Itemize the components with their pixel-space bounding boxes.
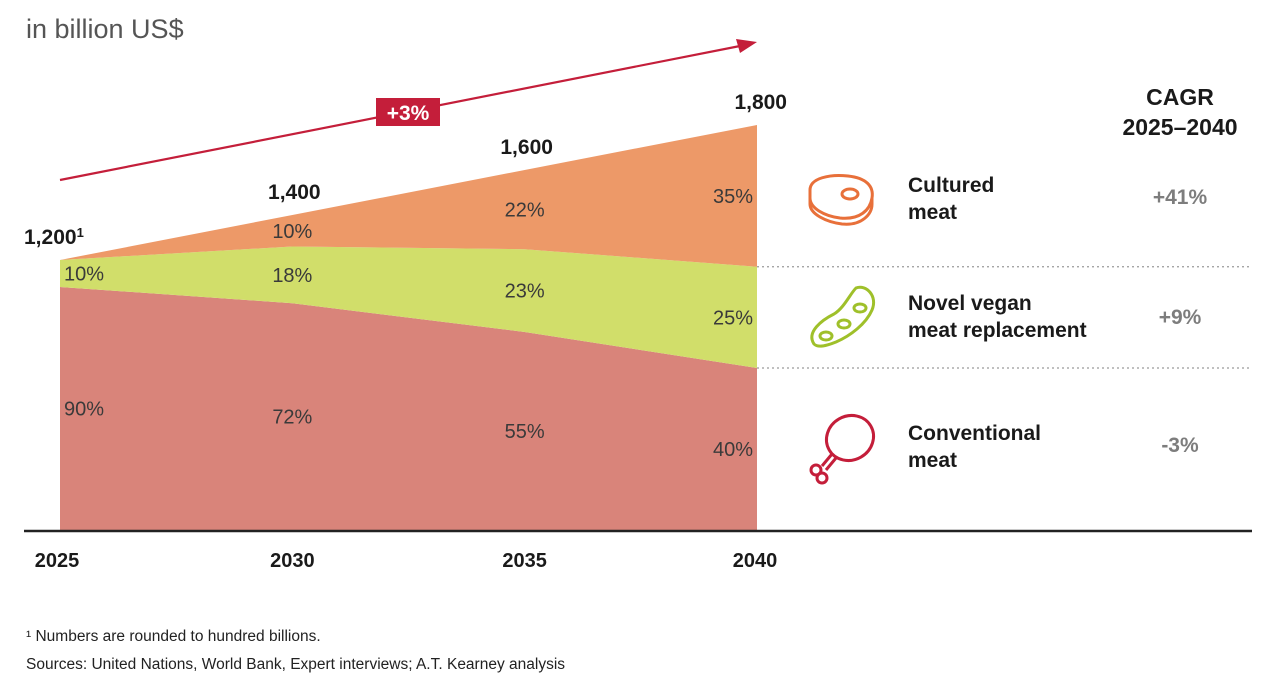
legend-label-vegan: Novel vegan meat replacement <box>908 292 1087 342</box>
cagr-value-cultured: +41% <box>1152 186 1208 209</box>
segment-label-conventional: 55% <box>505 421 545 443</box>
segment-label-cultured: 35% <box>713 186 753 208</box>
area-cultured <box>60 125 757 267</box>
chicken-leg-icon <box>809 413 876 485</box>
area-conventional <box>60 287 757 530</box>
total-label: 1,600 <box>500 136 553 159</box>
cagr-header-line1: CAGR <box>1146 84 1214 110</box>
cagr-header: CAGR 2025–2040 <box>1100 82 1260 142</box>
segment-label-vegan: 10% <box>64 264 104 286</box>
segment-label-conventional: 40% <box>713 439 753 461</box>
legend-label-conventional: Conventional meat <box>908 422 1042 472</box>
footnote-rounding: ¹ Numbers are rounded to hundred billion… <box>26 628 321 645</box>
soybean-pod-icon <box>810 285 875 348</box>
footnote-mark: 1 <box>77 225 84 240</box>
cagr-header-line2: 2025–2040 <box>1122 114 1238 140</box>
x-tick-label: 2030 <box>270 550 315 572</box>
segment-label-cultured: 22% <box>505 200 545 222</box>
footnote-sources: Sources: United Nations, World Bank, Exp… <box>26 656 566 673</box>
segment-label-vegan: 18% <box>272 265 312 287</box>
segment-label-cultured: 10% <box>272 221 312 243</box>
x-tick-label: 2035 <box>502 550 547 572</box>
growth-badge-label: +3% <box>387 102 430 125</box>
growth-badge <box>376 98 440 126</box>
x-tick-label: 2040 <box>733 550 778 572</box>
steak-icon <box>808 174 874 226</box>
legend-label-cultured: Cultured meat <box>908 174 995 224</box>
total-label: 1,2001 <box>24 225 84 249</box>
stacked-area-chart: 90% 72%55%40%10% 18%23%25%10%22%35%1,20011… <box>24 39 1252 572</box>
growth-arrow-head <box>736 39 757 53</box>
segment-label-vegan: 25% <box>713 307 753 329</box>
total-label: 1,800 <box>734 91 787 114</box>
segment-label-conventional: 90% <box>64 399 104 421</box>
total-label: 1,400 <box>268 181 321 204</box>
area-vegan <box>60 246 757 368</box>
cagr-value-vegan: +9% <box>1158 306 1202 329</box>
x-tick-label: 2025 <box>35 550 80 572</box>
segment-label-vegan: 23% <box>505 281 545 303</box>
cagr-value-conventional: -3% <box>1161 434 1199 457</box>
unit-label: in billion US$ <box>26 14 184 44</box>
segment-label-conventional: 72% <box>272 407 312 429</box>
